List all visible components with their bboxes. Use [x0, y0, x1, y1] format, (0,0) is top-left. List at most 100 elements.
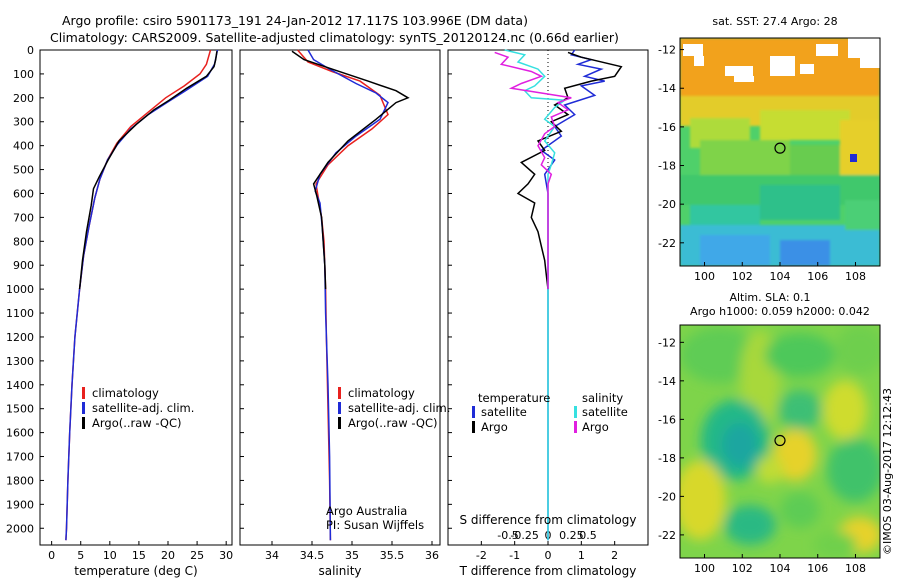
- diff-xlabel-top: S difference from climatology: [460, 513, 637, 527]
- sst-map-xtick-label: 106: [807, 270, 828, 283]
- depth-tick-label: 1200: [6, 331, 34, 344]
- sla-map-ytick-label: -12: [658, 336, 676, 349]
- difference-xtick-label: -2: [476, 549, 487, 562]
- depth-tick-label: 500: [13, 164, 34, 177]
- temperature-xtick-label: 15: [132, 549, 146, 562]
- sst-map-ytick-label: -14: [658, 82, 676, 95]
- legend-swatch: [338, 417, 341, 429]
- legend-label: Argo: [481, 420, 508, 434]
- legend-swatch: [574, 421, 577, 433]
- salinity-xlabel: salinity: [318, 564, 361, 578]
- temperature-xtick-label: 25: [190, 549, 204, 562]
- salinity-xtick-label: 34: [265, 549, 279, 562]
- legend-label: satellite: [481, 405, 527, 419]
- legend-title-temperature: temperature: [478, 391, 550, 405]
- sla-map-ytick-label: -18: [658, 452, 676, 465]
- depth-tick-label: 600: [13, 187, 34, 200]
- sla-map-title: Altim. SLA: 0.1: [729, 291, 810, 304]
- depth-tick-label: 1700: [6, 451, 34, 464]
- sla-map-ytick-label: -20: [658, 490, 676, 503]
- argo-location-marker: [774, 142, 786, 154]
- temperature-frame: [39, 49, 233, 546]
- sst-map-field: [680, 38, 880, 266]
- legend-label: satellite-adj. clim.: [92, 401, 194, 415]
- timestamp-stamp: ©IMOS 03-Aug-2017 12:12:43: [881, 388, 894, 555]
- sla-map-xtick-label: 102: [732, 562, 753, 575]
- top-tick-label: -0.5: [497, 529, 518, 542]
- salinity-xtick-label: 35: [345, 549, 359, 562]
- legend-label: satellite: [582, 405, 628, 419]
- depth-tick-label: 1100: [6, 307, 34, 320]
- sst-map-ytick-label: -18: [658, 160, 676, 173]
- legend-title-salinity: salinity: [582, 391, 623, 405]
- legend-label: Argo: [582, 420, 609, 434]
- temperature-xtick-label: 10: [103, 549, 117, 562]
- sla-map-field: [680, 325, 880, 558]
- sla-map: [679, 324, 881, 559]
- difference-xtick-label: 0: [545, 549, 552, 562]
- legend-label: satellite-adj. clim.: [348, 401, 450, 415]
- legend-swatch: [472, 421, 475, 433]
- salinity-frame: [239, 49, 441, 546]
- legend-label: climatology: [348, 386, 415, 400]
- temperature-xtick-label: 5: [77, 549, 84, 562]
- sst-map-xtick-label: 102: [732, 270, 753, 283]
- sla-map-ytick-label: -14: [658, 375, 676, 388]
- depth-tick-label: 2000: [6, 522, 34, 535]
- salinity-xtick-label: 34.5: [300, 549, 325, 562]
- salinity-series-line: [291, 50, 410, 290]
- argo-location-marker: [774, 434, 786, 447]
- top-tick-label: 0.5: [579, 529, 597, 542]
- sla-map-subtitle: Argo h1000: 0.059 h2000: 0.042: [690, 305, 870, 318]
- difference-xtick-label: 2: [611, 549, 618, 562]
- depth-tick-label: 700: [13, 211, 34, 224]
- temperature-xlabel: temperature (deg C): [74, 564, 197, 578]
- sst-map-ytick-label: -12: [658, 44, 676, 57]
- sst-map-xtick-label: 104: [770, 270, 791, 283]
- salinity-series-line: [307, 49, 389, 541]
- difference-series-line: [494, 51, 572, 290]
- sst-map: [679, 37, 881, 267]
- depth-tick-label: 1300: [6, 355, 34, 368]
- top-tick-label: -0.25: [510, 529, 538, 542]
- legend-swatch: [338, 387, 341, 399]
- depth-tick-label: 1800: [6, 474, 34, 487]
- difference-panel: -2 -1 0 1 2-0.5-0.25 0 0.250.5T difference fro…: [447, 49, 649, 578]
- sst-map-ytick-label: -16: [658, 121, 676, 134]
- credit-annotation: Argo Australia: [326, 504, 407, 518]
- sla-map-ytick-label: -22: [658, 529, 676, 542]
- legend-swatch: [82, 402, 85, 414]
- legend-label: climatology: [92, 386, 159, 400]
- difference-xtick-label: 1: [578, 549, 585, 562]
- legend-swatch: [82, 417, 85, 429]
- legend-swatch: [574, 406, 577, 418]
- temperature-panel: 0 5 10 15 20 25 300100200300400500600700800900…: [6, 44, 233, 578]
- chart-title-line-1: Argo profile: csiro 5901173_191 24-Jan-2…: [62, 13, 528, 28]
- sla-map-xtick-label: 106: [807, 562, 828, 575]
- temperature-xtick-label: 20: [161, 549, 175, 562]
- depth-tick-label: 100: [13, 68, 34, 81]
- temperature-xtick-label: 0: [48, 549, 55, 562]
- legend-label: Argo(..raw -QC): [348, 416, 438, 430]
- sst-map-xtick-label: 100: [694, 270, 715, 283]
- depth-tick-label: 300: [13, 116, 34, 129]
- difference-series-line: [516, 51, 623, 290]
- depth-tick-label: 1600: [6, 427, 34, 440]
- sla-map-xtick-label: 100: [694, 562, 715, 575]
- sst-map-title: sat. SST: 27.4 Argo: 28: [712, 15, 837, 28]
- chart-title-line-2: Climatology: CARS2009. Satellite-adjuste…: [50, 30, 619, 45]
- depth-tick-label: 1500: [6, 403, 34, 416]
- credit-annotation: PI: Susan Wijffels: [326, 518, 424, 532]
- sst-map-ytick-label: -22: [658, 237, 676, 250]
- salinity-panel: 34 34.5 35 35.5 36 salinity climatologysatelli…: [239, 49, 450, 578]
- depth-tick-label: 1900: [6, 498, 34, 511]
- legend-swatch: [82, 387, 85, 399]
- top-tick-label: 0.25: [559, 529, 584, 542]
- difference-xtick-label: -1: [509, 549, 520, 562]
- temperature-series-line: [65, 49, 219, 541]
- temperature-series-line: [78, 51, 218, 290]
- sst-map-xtick-label: 108: [845, 270, 866, 283]
- legend-swatch: [472, 406, 475, 418]
- sst-map-ytick-label: -20: [658, 198, 676, 211]
